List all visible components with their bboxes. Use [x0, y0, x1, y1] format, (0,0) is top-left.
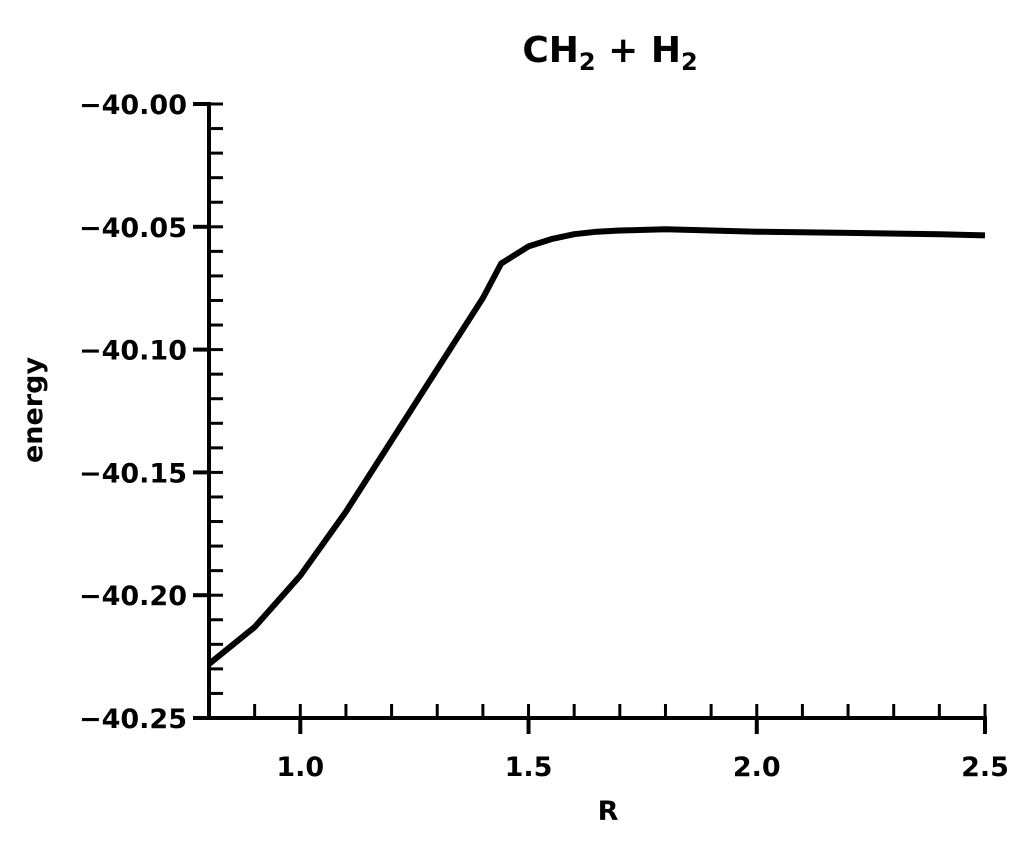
- chart-title: CH2 + H2: [522, 30, 698, 77]
- y-tick-label: −40.20: [79, 581, 187, 612]
- y-tick-label: −40.15: [79, 458, 187, 489]
- y-tick-label: −40.10: [79, 336, 187, 367]
- ticks: [193, 102, 987, 734]
- y-tick-label: −40.25: [79, 704, 187, 735]
- series-group: [207, 226, 986, 667]
- y-axis-label: energy: [18, 357, 49, 463]
- x-tick-label: 1.0: [276, 752, 324, 783]
- y-tick-label: −40.05: [79, 213, 187, 244]
- x-tick-label: 1.5: [505, 752, 553, 783]
- axes: [207, 102, 987, 720]
- x-tick-label: 2.0: [733, 752, 781, 783]
- series-line: [207, 226, 986, 667]
- y-tick-label: −40.00: [79, 90, 187, 121]
- x-axis-label: R: [598, 796, 619, 827]
- x-tick-label: 2.5: [961, 752, 1009, 783]
- tick-labels: −40.00 −40.05 −40.10 −40.15 −40.20 −40.25 1.0 1…: [79, 90, 1009, 783]
